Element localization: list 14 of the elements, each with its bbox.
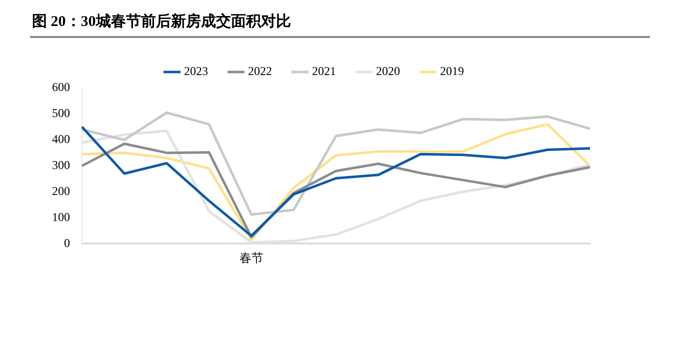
legend-label: 2022 <box>248 64 272 78</box>
y-tick-label: 0 <box>64 236 70 250</box>
x-tick-label: 春节 <box>239 250 264 265</box>
legend-label: 2021 <box>312 64 336 78</box>
y-tick-label: 100 <box>52 210 70 224</box>
legend-label: 2019 <box>440 64 464 78</box>
legend-label: 2020 <box>376 64 400 78</box>
legend-label: 2023 <box>184 64 208 78</box>
chart-title: 图 20：30城春节前后新房成交面积对比 <box>32 12 291 31</box>
y-tick-label: 500 <box>52 106 70 120</box>
y-tick-label: 400 <box>52 132 70 146</box>
y-tick-label: 300 <box>52 158 70 172</box>
y-tick-label: 200 <box>52 184 70 198</box>
y-tick-label: 600 <box>52 80 70 94</box>
